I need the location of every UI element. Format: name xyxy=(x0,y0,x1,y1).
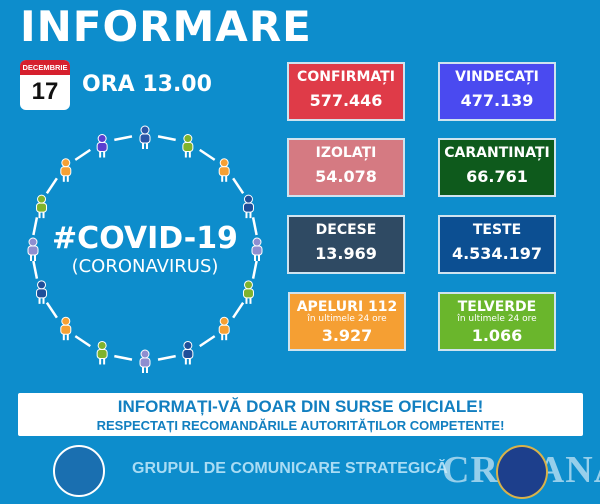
person-icon xyxy=(218,158,230,182)
stat-label: APELURI 112 xyxy=(296,299,398,315)
person-icon xyxy=(242,194,254,219)
person-icon xyxy=(36,280,48,304)
banner-line-2: RESPECTAȚI RECOMANDĂRILE AUTORITĂȚILOR C… xyxy=(96,418,505,433)
stat-box-apeluri-112: APELURI 112 în ultimele 24 ore 3.927 xyxy=(288,292,406,351)
double-arrow-icon xyxy=(157,135,176,142)
people-ring-illustration xyxy=(27,125,263,373)
double-arrow-icon xyxy=(232,177,245,194)
stat-value: 13.969 xyxy=(315,244,377,263)
stat-value: 577.446 xyxy=(309,91,383,110)
double-arrow-icon xyxy=(45,302,58,319)
person-icon xyxy=(60,158,72,182)
government-emblem-icon xyxy=(53,445,105,497)
stat-value: 3.927 xyxy=(321,326,373,345)
stat-label: DECESE xyxy=(315,222,377,238)
person-icon xyxy=(27,237,39,261)
person-icon xyxy=(242,280,254,304)
person-icon xyxy=(139,349,151,373)
ministry-emblem-icon xyxy=(496,445,548,499)
double-arrow-icon xyxy=(45,177,58,194)
person-icon xyxy=(60,316,72,341)
stat-label: TELVERDE xyxy=(457,299,537,315)
double-arrow-icon xyxy=(199,148,216,161)
stat-value: 477.139 xyxy=(460,91,534,110)
official-sources-banner: INFORMAȚI-VĂ DOAR DIN SURSE OFICIALE! RE… xyxy=(18,393,583,436)
stat-box-decese: DECESE 13.969 xyxy=(287,215,405,274)
double-arrow-icon xyxy=(32,217,39,236)
stat-sublabel: în ultimele 24 ore xyxy=(457,314,537,324)
stat-box-carantina-i: CARANTINAȚI 66.761 xyxy=(438,138,556,197)
person-icon xyxy=(182,134,194,158)
person-icon xyxy=(96,340,108,365)
double-arrow-icon xyxy=(74,148,91,161)
covid-subtitle: (CORONAVIRUS) xyxy=(71,256,219,277)
stat-label: IZOLAȚI xyxy=(315,145,377,161)
double-arrow-icon xyxy=(199,335,216,348)
double-arrow-icon xyxy=(251,260,258,279)
stat-box-vindeca-i: VINDECAȚI 477.139 xyxy=(438,62,556,121)
page-title: INFORMARE xyxy=(20,2,312,51)
stat-value: 1.066 xyxy=(471,326,523,345)
stat-box-telverde: TELVERDE în ultimele 24 ore 1.066 xyxy=(438,292,556,351)
stat-box-confirma-i: CONFIRMAȚI 577.446 xyxy=(287,62,405,121)
covid-heading: #COVID-19 (CORONAVIRUS) xyxy=(40,222,250,278)
banner-line-1: INFORMAȚI-VĂ DOAR DIN SURSE OFICIALE! xyxy=(117,397,484,416)
person-icon xyxy=(139,125,151,149)
person-icon xyxy=(36,194,48,219)
stat-value: 66.761 xyxy=(466,167,528,186)
stat-label: TESTE xyxy=(472,222,522,238)
calendar-day: 17 xyxy=(31,78,59,105)
person-icon xyxy=(251,237,263,261)
stat-value: 4.534.197 xyxy=(451,244,543,263)
double-arrow-icon xyxy=(114,135,133,142)
double-arrow-icon xyxy=(157,354,176,361)
stat-label: VINDECAȚI xyxy=(455,69,539,85)
calendar-month: DECEMBRIE xyxy=(20,60,70,75)
person-icon xyxy=(218,316,230,341)
calendar-icon: DECEMBRIE 17 xyxy=(20,60,70,110)
stat-box-izola-i: IZOLAȚI 54.078 xyxy=(287,138,405,197)
stat-value: 54.078 xyxy=(315,167,377,186)
stat-box-teste: TESTE 4.534.197 xyxy=(438,215,556,274)
double-arrow-icon xyxy=(251,217,258,236)
stat-label: CARANTINAȚI xyxy=(444,145,550,161)
stat-sublabel: în ultimele 24 ore xyxy=(307,314,387,324)
person-icon xyxy=(182,340,194,365)
person-icon xyxy=(96,134,108,158)
footer-text: GRUPUL DE COMUNICARE STRATEGICĂ xyxy=(132,460,448,477)
report-time: ORA 13.00 xyxy=(82,72,212,97)
stat-label: CONFIRMAȚI xyxy=(297,69,395,85)
double-arrow-icon xyxy=(232,302,245,319)
double-arrow-icon xyxy=(114,354,133,361)
double-arrow-icon xyxy=(32,260,39,279)
covid-hashtag: #COVID-19 xyxy=(52,221,238,256)
double-arrow-icon xyxy=(74,335,91,348)
